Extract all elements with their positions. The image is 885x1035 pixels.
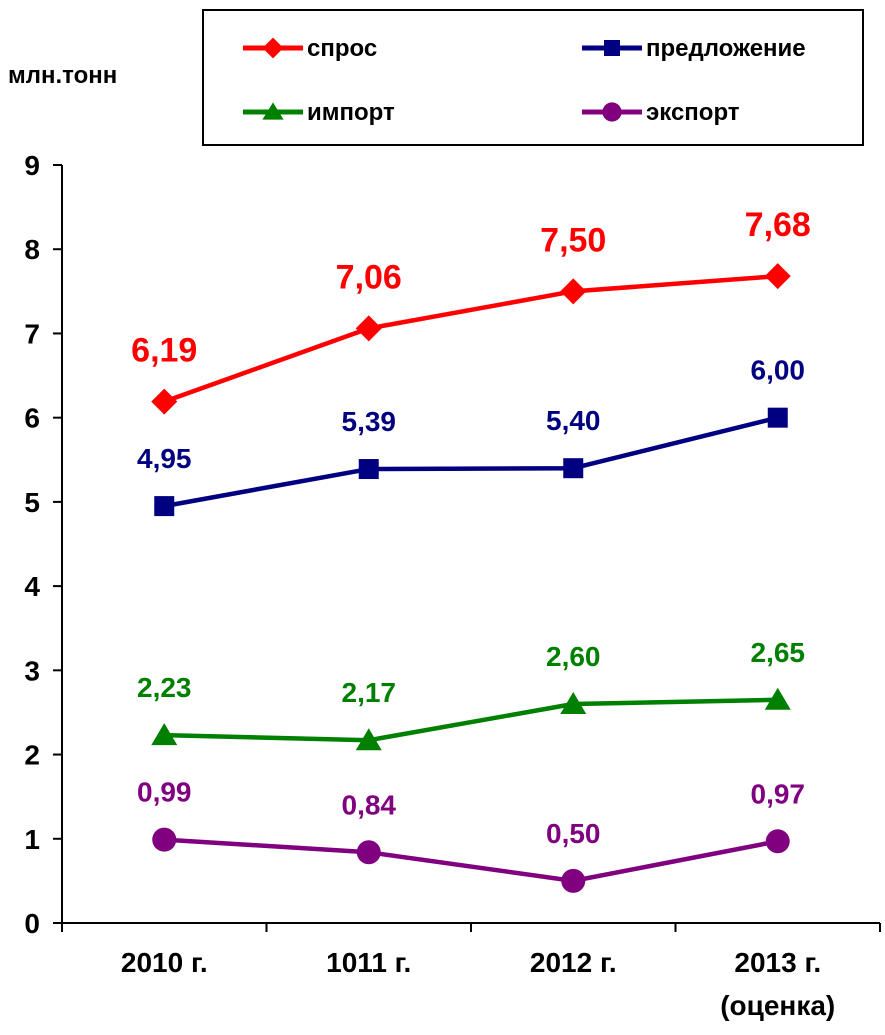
x-tick-label: 2012 г. <box>530 947 617 978</box>
data-point <box>560 692 587 715</box>
legend-item-2: импорт <box>243 99 395 126</box>
data-label: 7,68 <box>745 206 811 244</box>
series-line <box>163 415 779 509</box>
y-tick-label: 7 <box>24 318 40 349</box>
y-tick-label: 0 <box>24 908 40 939</box>
data-point <box>764 687 791 710</box>
data-point <box>563 458 584 479</box>
data-label: 7,06 <box>336 258 402 296</box>
legend-label: спрос <box>307 35 377 62</box>
x-tick-label: 2013 г. <box>734 947 821 978</box>
data-point <box>767 407 788 428</box>
legend-label: предложение <box>646 35 806 62</box>
data-point <box>151 388 178 415</box>
legend-marker <box>262 37 284 59</box>
series-2 <box>151 687 791 751</box>
y-tick-label: 5 <box>24 487 40 518</box>
data-label: 6,00 <box>751 355 806 386</box>
legend-box <box>202 9 864 146</box>
data-point <box>154 496 175 517</box>
y-tick-label: 8 <box>24 234 40 265</box>
data-label: 2,17 <box>342 677 397 708</box>
series-line <box>163 273 778 404</box>
series-layer <box>151 263 791 893</box>
series-1 <box>154 407 788 517</box>
y-tick-label: 4 <box>24 571 40 602</box>
data-label: 0,50 <box>546 818 601 849</box>
data-label: 2,23 <box>137 672 192 703</box>
series-line <box>164 697 778 743</box>
legend-label: экспорт <box>646 99 740 126</box>
data-point <box>765 829 790 854</box>
data-label: 0,99 <box>137 777 192 808</box>
data-point <box>356 840 381 865</box>
data-point <box>764 263 791 290</box>
data-point <box>355 315 382 342</box>
data-label: 2,60 <box>546 641 601 672</box>
legend-marker <box>602 102 622 122</box>
y-tick-label: 1 <box>24 824 40 855</box>
data-label: 2,65 <box>751 637 806 668</box>
series-3 <box>152 827 790 893</box>
data-labels: 6,19 7,06 7,50 7,68 4,95 5,39 5,40 6,00 2,23 2,17… <box>131 206 811 849</box>
data-label: 7,50 <box>540 221 606 259</box>
legend-marker <box>262 102 284 120</box>
axes: 0 1 2 3 4 5 6 7 8 9 2010 г. 1011 г. 2012 г. 2013 г. (о… <box>24 150 881 1021</box>
x-tick-label: 1011 г. <box>326 947 411 978</box>
legend: спрос предложение импорт экспорт <box>243 35 806 126</box>
data-label: 6,19 <box>131 332 197 370</box>
series-line <box>164 837 779 884</box>
x-tick-sublabel: (оценка) <box>720 990 835 1021</box>
data-point <box>561 868 586 893</box>
data-label: 0,84 <box>342 789 397 820</box>
data-point <box>355 728 382 751</box>
legend-item-3: экспорт <box>582 99 740 126</box>
y-tick-label: 3 <box>24 655 40 686</box>
y-axis-label: млн.тонн <box>8 62 117 89</box>
legend-label: импорт <box>307 99 395 126</box>
x-tick-label: 2010 г. <box>121 947 208 978</box>
legend-item-0: спрос <box>243 35 377 62</box>
series-0 <box>151 263 791 415</box>
legend-marker <box>604 40 620 56</box>
y-tick-label: 2 <box>24 740 40 771</box>
data-point <box>151 723 178 746</box>
y-tick-label: 6 <box>24 403 40 434</box>
legend-item-1: предложение <box>582 35 806 62</box>
data-label: 4,95 <box>137 443 192 474</box>
data-point <box>560 278 587 305</box>
data-point <box>152 827 177 852</box>
data-label: 5,39 <box>342 406 397 437</box>
data-point <box>358 459 379 480</box>
y-tick-label: 9 <box>24 150 40 181</box>
data-label: 0,97 <box>751 778 806 809</box>
data-label: 5,40 <box>546 405 601 436</box>
